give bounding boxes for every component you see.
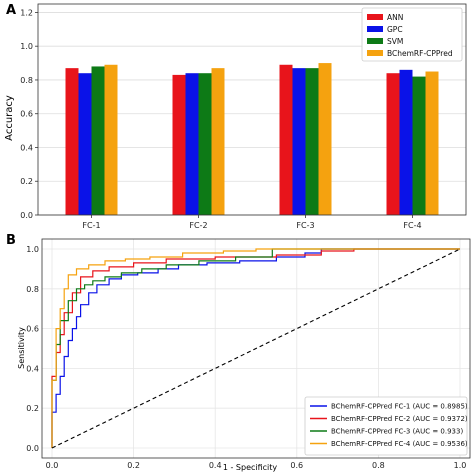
roc-diagonal-reference	[51, 248, 461, 449]
roc-legend-label: BChemRF-CPPred FC-1 (AUC = 0.8985)	[331, 403, 468, 411]
roc-plot-frame	[41, 238, 471, 459]
roc-legend	[304, 396, 468, 456]
panel-b-label: B	[6, 233, 16, 248]
bar-svm	[412, 76, 426, 215]
bar-bchemrf-cppred	[104, 64, 118, 215]
bar-gpc	[78, 73, 92, 215]
roc-ytick-label: 0.8	[26, 285, 39, 294]
roc-xtick-label: 0.2	[127, 461, 140, 470]
bar-gpc	[185, 73, 199, 215]
bar-ann	[386, 73, 400, 215]
bar-ann	[65, 68, 79, 215]
bar-chart-ylabel: Accuracy	[4, 95, 15, 141]
roc-xtick-label: 0.8	[372, 461, 385, 470]
bar-xtick-label: FC-4	[403, 221, 421, 230]
bar-bchemrf-cppred	[425, 71, 439, 216]
roc-chart-xlabel: 1 - Specificity	[223, 463, 278, 472]
bar-ytick-label: 0.2	[20, 177, 33, 186]
roc-ytick-label: 0.2	[26, 404, 39, 413]
bar-ann	[279, 64, 293, 215]
bar-ytick-label: 0.6	[20, 110, 33, 119]
bar-xtick-label: FC-3	[296, 221, 314, 230]
roc-chart-ylabel: Sensitivity	[17, 327, 26, 369]
bar-legend-label: ANN	[387, 13, 403, 22]
bar-legend-swatch	[367, 38, 383, 44]
bar-ytick-label: 1.2	[20, 8, 33, 17]
bar-legend-swatch	[367, 26, 383, 32]
roc-xtick-label: 1.0	[454, 461, 467, 470]
roc-curve-fc-1	[51, 248, 460, 448]
roc-legend-label: BChemRF-CPPred FC-3 (AUC = 0.933)	[331, 428, 463, 436]
bar-bchemrf-cppred	[318, 63, 332, 215]
bar-legend-swatch	[367, 14, 383, 20]
roc-legend-label: BChemRF-CPPred FC-2 (AUC = 0.9372)	[331, 415, 468, 423]
bar-ann	[172, 74, 186, 216]
bar-ytick-label: 1.0	[20, 42, 33, 51]
bar-bchemrf-cppred	[211, 68, 225, 215]
bar-svm	[305, 68, 319, 215]
bar-legend-label: SVM	[387, 37, 403, 46]
bar-svm	[198, 73, 212, 215]
bar-svm	[91, 66, 105, 216]
roc-ytick-label: 0.6	[26, 325, 39, 334]
bar-legend	[361, 7, 463, 62]
bar-ytick-label: 0.0	[20, 211, 33, 220]
roc-ytick-label: 1.0	[26, 245, 39, 254]
roc-xtick-label: 0.6	[290, 461, 303, 470]
roc-curve-fc-4	[51, 248, 460, 448]
roc-legend-label: BChemRF-CPPred FC-4 (AUC = 0.9536)	[331, 440, 468, 448]
bar-gpc	[399, 69, 413, 215]
bar-ytick-label: 0.4	[20, 143, 33, 152]
bar-chart-panel: 0.0 0.2 0.4 0.6 0.8 1.0 1.2 FC-1 FC-2 FC-3 FC-4 ANN…	[20, 3, 467, 230]
roc-chart-panel: 0.0 0.0 0.2 0.2 0.4 0.4 0.6 0.6 0.8 0.8 1.0 1.0 BChe…	[26, 238, 471, 470]
bar-gpc	[292, 68, 306, 215]
panel-a-label: A	[6, 3, 16, 18]
roc-xtick-label: 0.0	[46, 461, 59, 470]
bar-xtick-label: FC-1	[82, 221, 100, 230]
bar-legend-label: GPC	[387, 25, 403, 34]
roc-ytick-label: 0.4	[26, 364, 39, 373]
bar-xtick-label: FC-2	[189, 221, 207, 230]
bar-legend-label: BChemRF-CPPred	[387, 49, 453, 58]
bar-legend-swatch	[367, 50, 383, 56]
roc-xtick-label: 0.4	[209, 461, 222, 470]
bar-plot-frame	[37, 3, 467, 216]
bar-ytick-label: 0.8	[20, 76, 33, 85]
roc-ytick-label: 0.0	[26, 444, 39, 453]
